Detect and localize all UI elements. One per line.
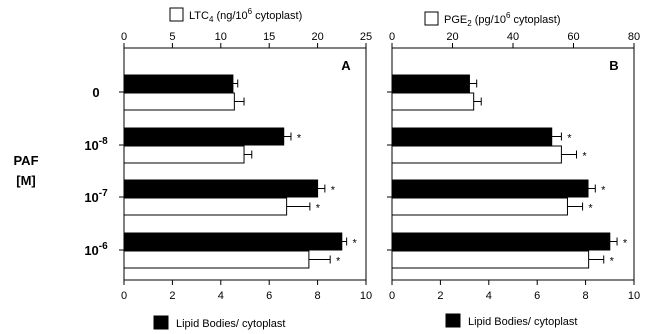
category-exponent: -8: [99, 136, 108, 147]
category-label-1: 10-8: [84, 136, 108, 153]
category-label-0: 0: [92, 85, 99, 100]
bottom-tick-label: 10: [628, 290, 640, 302]
significance-star: *: [297, 133, 302, 145]
bar-top-3: [391, 250, 590, 269]
top-tick-label: 10: [215, 31, 227, 43]
panel-letter: A: [341, 58, 351, 73]
legend-swatch-filled: [153, 315, 169, 330]
legend-top-sup: 6: [248, 7, 253, 16]
bottom-tick-label: 8: [315, 290, 321, 302]
bottom-tick-label: 0: [121, 290, 127, 302]
bar-bottom-1: [391, 127, 553, 146]
top-tick-label: 15: [263, 31, 275, 43]
top-tick-label: 20: [311, 31, 323, 43]
bar-top-1: [123, 145, 245, 164]
bottom-tick-label: 4: [486, 290, 492, 302]
bar-bottom-1: [123, 127, 285, 146]
bar-top-0: [123, 92, 235, 111]
significance-star: *: [352, 238, 357, 250]
category-exponent: -6: [99, 241, 108, 252]
significance-star: *: [601, 185, 606, 197]
bottom-tick-label: 2: [169, 290, 175, 302]
bar-bottom-2: [391, 179, 589, 198]
significance-star: *: [331, 185, 336, 197]
legend-top-pre: LTC: [189, 10, 209, 22]
top-tick-label: 40: [507, 31, 519, 43]
legend-bottom-label: Lipid Bodies/ cytoplast: [176, 318, 285, 330]
category-base: 0: [92, 85, 99, 100]
legend-top-mid: (pg/10: [472, 14, 506, 26]
bottom-tick-label: 0: [389, 290, 395, 302]
legend-top-mid: (ng/10: [213, 10, 247, 22]
bar-bottom-3: [123, 232, 343, 251]
legend-top-label: LTC4 (ng/106 cytoplast): [189, 7, 302, 24]
category-base: 10: [84, 243, 98, 258]
bottom-tick-label: 2: [437, 290, 443, 302]
legend-swatch-open: [424, 11, 439, 26]
top-tick-label: 80: [628, 31, 640, 43]
legend-swatch-filled: [445, 313, 461, 328]
y-axis-title-line-2: [M]: [16, 173, 36, 188]
category-label-3: 10-6: [84, 241, 108, 258]
top-tick-label: 0: [121, 31, 127, 43]
top-tick-label: 5: [169, 31, 175, 43]
legend-top-post: cytoplast): [510, 14, 560, 26]
significance-star: *: [567, 133, 572, 145]
significance-star: *: [582, 151, 587, 163]
bar-bottom-0: [123, 74, 234, 93]
bar-top-1: [391, 145, 562, 164]
top-tick-label: 20: [446, 31, 458, 43]
significance-star: *: [316, 203, 321, 215]
bottom-tick-label: 6: [266, 290, 272, 302]
bottom-tick-label: 4: [218, 290, 224, 302]
bottom-tick-label: 6: [534, 290, 540, 302]
bar-top-2: [123, 197, 288, 216]
panel-frame: [123, 47, 367, 281]
top-tick-label: 0: [389, 31, 395, 43]
significance-star: *: [588, 203, 593, 215]
bar-top-3: [123, 250, 310, 269]
panel-letter: B: [609, 58, 618, 73]
legend-top-sub: 2: [467, 19, 472, 28]
bar-bottom-3: [391, 232, 611, 251]
legend-top-sub: 4: [209, 15, 214, 24]
legend-top-sup: 6: [506, 11, 511, 20]
top-tick-label: 25: [360, 31, 372, 43]
y-axis-title-line-1: PAF: [13, 153, 38, 168]
legend-top-label: PGE2 (pg/106 cytoplast): [444, 11, 561, 28]
top-tick-label: 60: [567, 31, 579, 43]
bar-top-0: [391, 92, 475, 111]
significance-star: *: [610, 256, 615, 268]
legend-top-post: cytoplast): [252, 10, 302, 22]
bar-bottom-0: [391, 74, 470, 93]
bar-bottom-2: [123, 179, 319, 198]
category-base: 10: [84, 190, 98, 205]
legend-swatch-open: [169, 7, 184, 22]
category-base: 10: [84, 138, 98, 153]
legend-top-pre: PGE: [444, 14, 467, 26]
bottom-tick-label: 8: [583, 290, 589, 302]
bottom-tick-label: 10: [360, 290, 372, 302]
category-exponent: -7: [99, 188, 108, 199]
bar-top-2: [391, 197, 568, 216]
significance-star: *: [623, 238, 628, 250]
significance-star: *: [336, 256, 341, 268]
category-label-2: 10-7: [84, 188, 108, 205]
legend-bottom-label: Lipid Bodies/ cytoplast: [468, 316, 577, 328]
